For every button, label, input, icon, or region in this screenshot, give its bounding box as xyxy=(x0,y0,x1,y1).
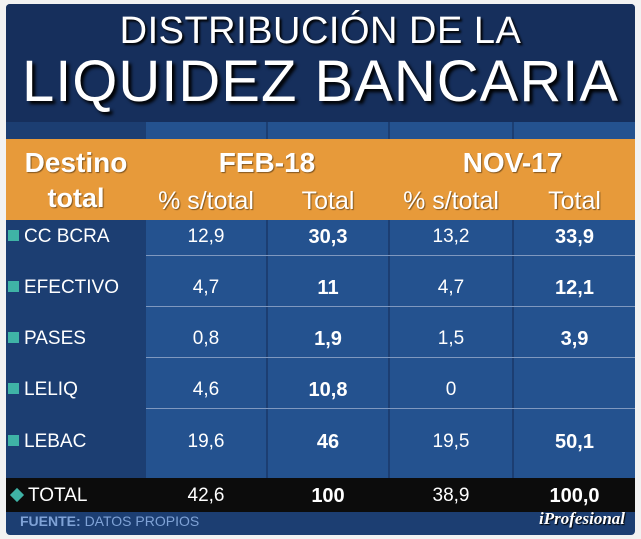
row-divider xyxy=(146,357,635,358)
table-row: CC BCRA 12,9 30,3 13,2 33,9 xyxy=(6,220,635,254)
cell-feb-pct: 12,9 xyxy=(187,226,225,247)
source-note: FUENTE: DATOS PROPIOS xyxy=(20,513,199,529)
row-label: LELIQ xyxy=(8,379,78,401)
cell-feb-pct: 19,6 xyxy=(187,431,225,452)
cell-feb-pct: 0,8 xyxy=(192,328,220,349)
header-nov-pct: % s/total xyxy=(403,187,499,215)
cell-feb-pct: 4,7 xyxy=(192,277,220,298)
row-label-text: LELIQ xyxy=(24,379,78,400)
table-row: LEBAC 19,6 46 19,5 50,1 xyxy=(6,425,635,459)
cell-nov-pct: 13,2 xyxy=(432,226,470,247)
row-label-text: LEBAC xyxy=(24,431,87,452)
header-group-feb18: FEB-18 xyxy=(218,147,316,178)
header-destino: Destino xyxy=(24,147,128,178)
infographic-panel: DISTRIBUCIÓN DE LA LIQUIDEZ BANCARIA Des… xyxy=(6,4,635,535)
total-label: TOTAL xyxy=(8,485,87,507)
title-line-2: LIQUIDEZ BANCARIA xyxy=(21,49,620,114)
table-row: PASES 0,8 1,9 1,5 3,9 xyxy=(6,322,635,356)
cell-nov-total: 3,9 xyxy=(560,328,589,350)
title-line-1: DISTRIBUCIÓN DE LA xyxy=(119,10,522,52)
cell-feb-total: 1,9 xyxy=(314,328,342,350)
cell-feb-total: 46 xyxy=(316,431,340,453)
total-feb-total: 100 xyxy=(311,485,345,507)
row-label: EFECTIVO xyxy=(8,277,119,299)
row-label-text: EFECTIVO xyxy=(24,277,120,298)
brand-logo: iProfesional xyxy=(539,509,625,528)
cell-nov-pct: 19,5 xyxy=(432,431,470,452)
header-feb-pct: % s/total xyxy=(158,187,254,215)
row-divider xyxy=(146,408,635,409)
header-destino-total: total xyxy=(47,183,105,213)
table-row: EFECTIVO 4,7 11 4,7 12,1 xyxy=(6,271,635,305)
cell-nov-pct: 4,7 xyxy=(437,277,465,298)
table-header: Destino FEB-18 NOV-17 total % s/total To… xyxy=(6,139,635,220)
total-label-text: TOTAL xyxy=(28,485,88,506)
title-area: DISTRIBUCIÓN DE LA LIQUIDEZ BANCARIA xyxy=(6,4,635,122)
cell-nov-total: 12,1 xyxy=(555,277,594,299)
source-value: DATOS PROPIOS xyxy=(84,513,200,529)
square-bullet-icon xyxy=(8,435,19,446)
cell-nov-pct: 0 xyxy=(445,379,457,400)
cell-feb-pct: 4,6 xyxy=(192,379,220,400)
square-bullet-icon xyxy=(8,383,19,394)
row-label: LEBAC xyxy=(8,431,86,453)
total-row: TOTAL 42,6 100 38,9 100,0 xyxy=(6,478,635,512)
total-nov-total: 100,0 xyxy=(549,485,600,507)
cell-nov-total: 50,1 xyxy=(555,431,594,453)
row-label-text: PASES xyxy=(24,328,86,349)
cell-feb-total: 10,8 xyxy=(308,379,348,401)
cell-nov-total: 33,9 xyxy=(555,226,594,248)
row-label-text: CC BCRA xyxy=(24,226,110,247)
square-bullet-icon xyxy=(8,281,19,292)
row-divider xyxy=(146,255,635,256)
cell-feb-total: 11 xyxy=(317,277,339,299)
total-nov-pct: 38,9 xyxy=(432,485,470,506)
diamond-bullet-icon xyxy=(9,487,25,503)
square-bullet-icon xyxy=(8,332,19,343)
square-bullet-icon xyxy=(8,230,19,241)
cell-nov-pct: 1,5 xyxy=(437,328,465,349)
row-label: PASES xyxy=(8,328,86,350)
total-feb-pct: 42,6 xyxy=(187,485,225,506)
header-feb-total: Total xyxy=(301,187,355,215)
row-divider xyxy=(146,306,635,307)
cell-feb-total: 30,3 xyxy=(308,226,348,248)
header-group-nov17: NOV-17 xyxy=(462,147,563,178)
row-label: CC BCRA xyxy=(8,226,110,248)
source-label: FUENTE: xyxy=(20,513,81,529)
table-row: LELIQ 4,6 10,8 0 xyxy=(6,373,635,407)
header-nov-total: Total xyxy=(548,187,601,215)
